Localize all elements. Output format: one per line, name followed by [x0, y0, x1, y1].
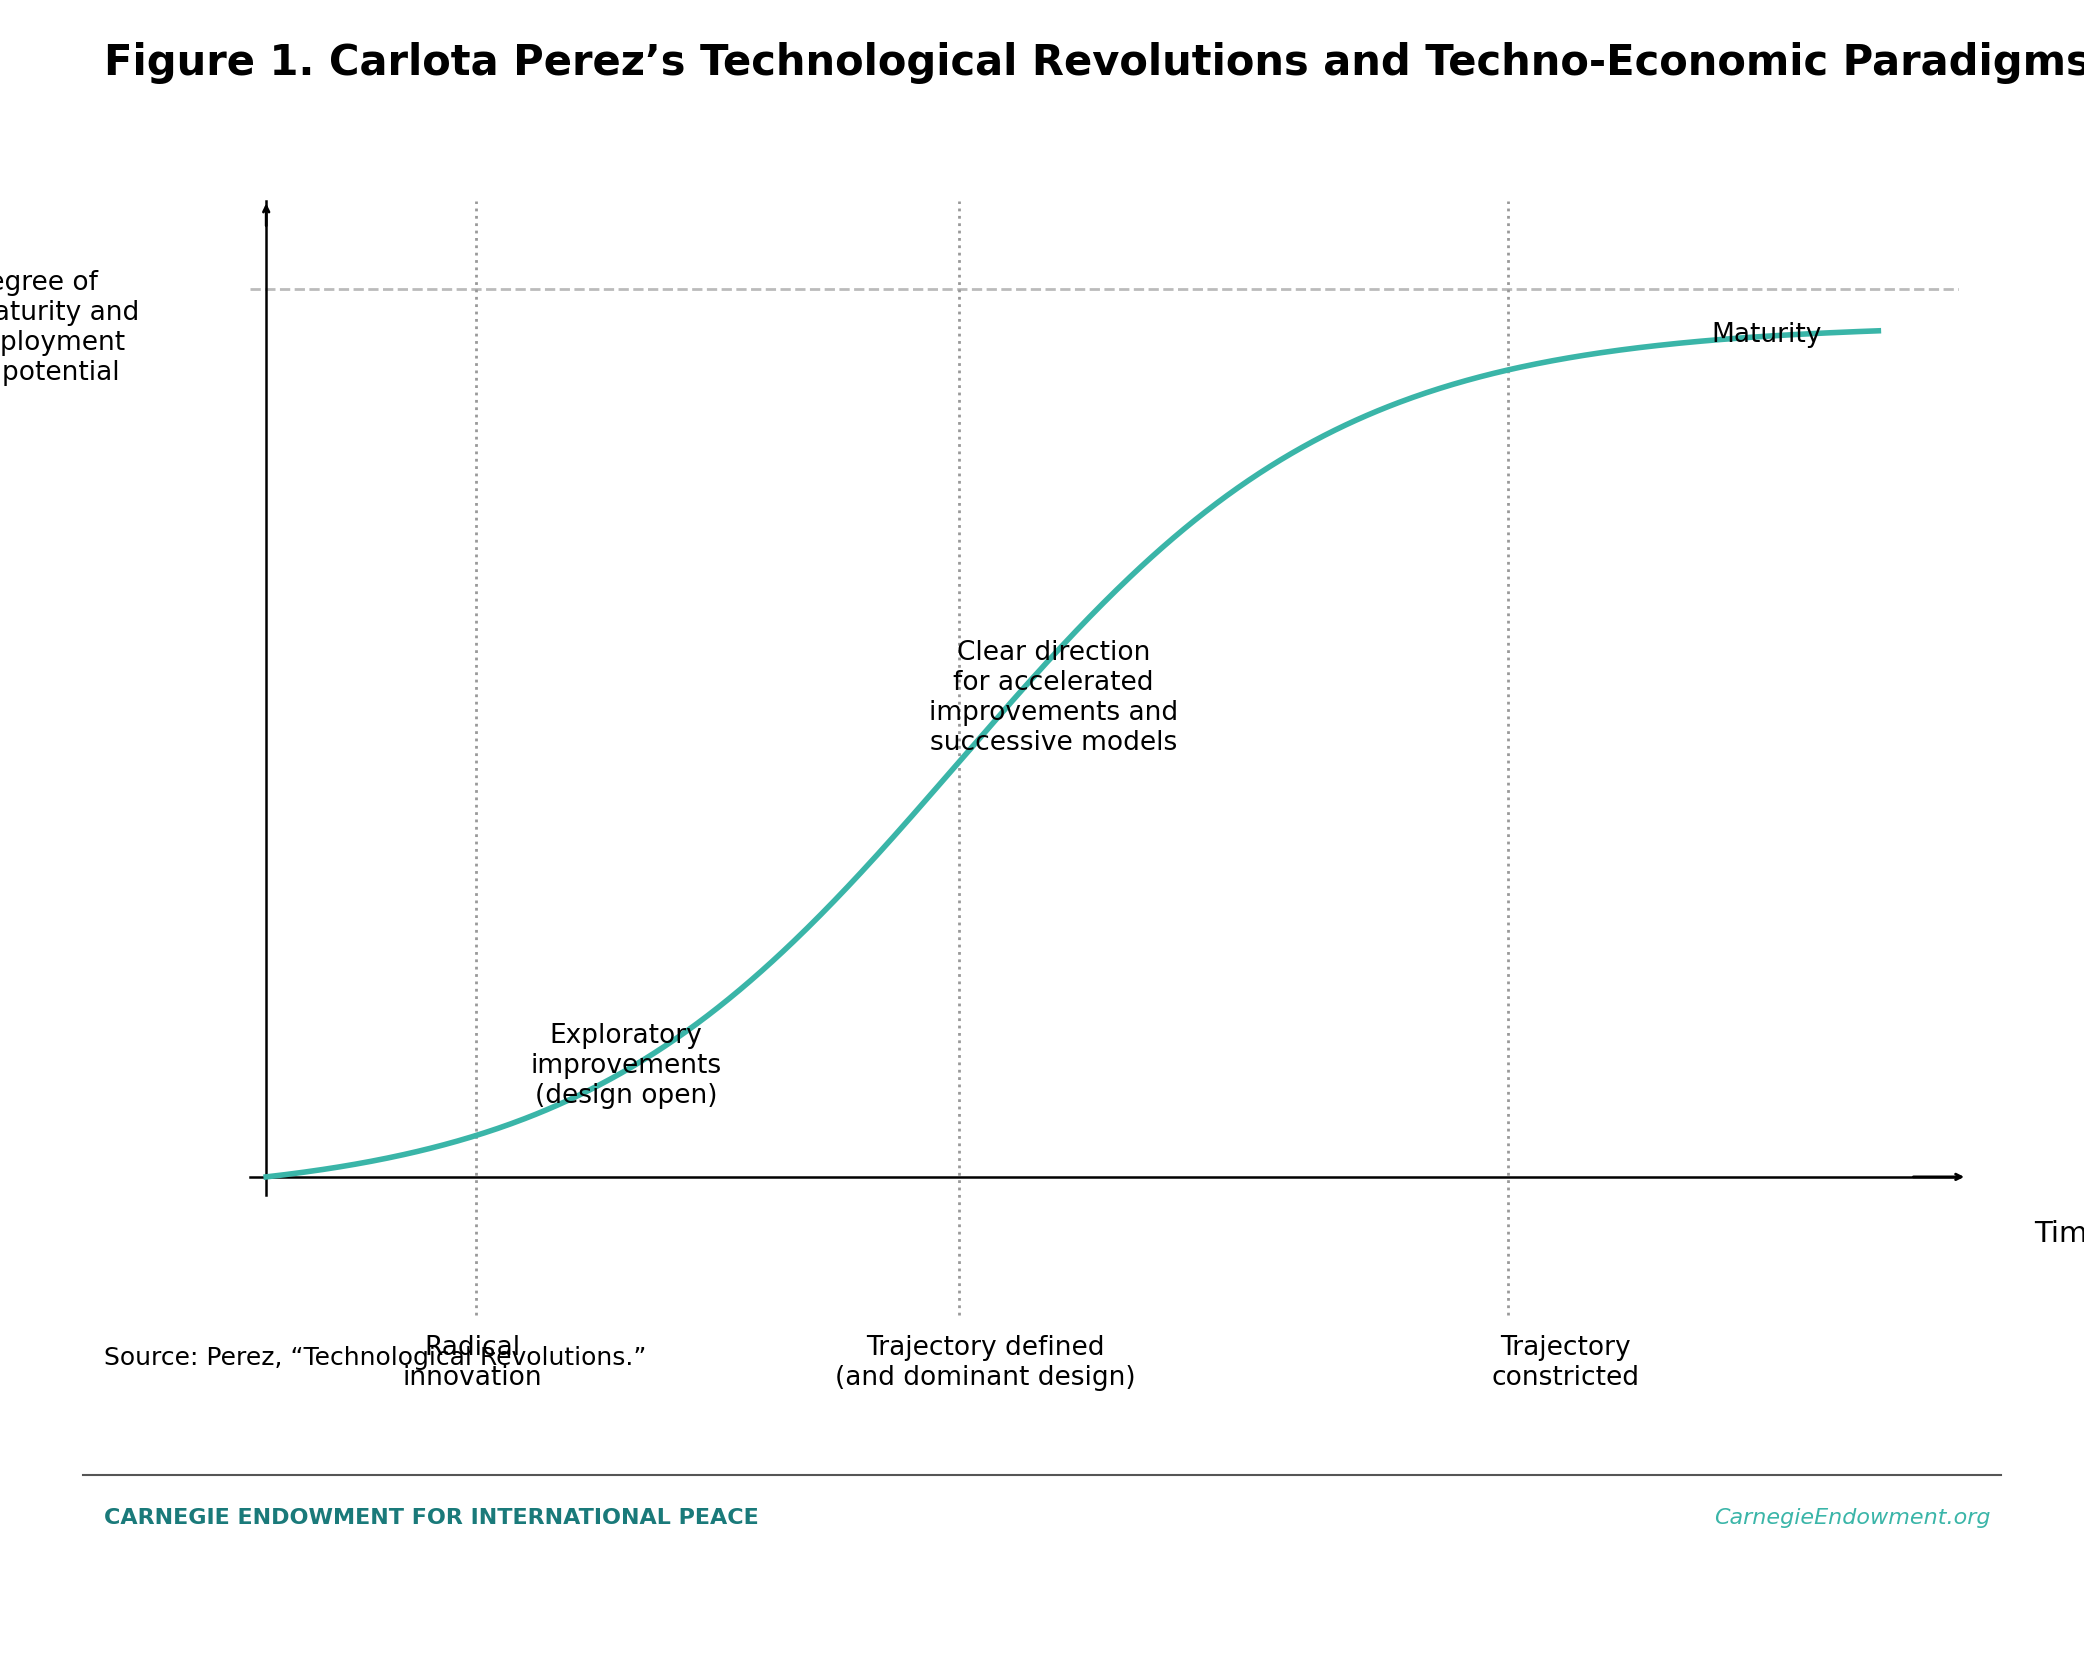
Text: Trajectory defined
(and dominant design): Trajectory defined (and dominant design) [834, 1334, 1136, 1391]
Text: Time: Time [2034, 1221, 2084, 1249]
Text: Exploratory
improvements
(design open): Exploratory improvements (design open) [531, 1023, 721, 1109]
Text: Clear direction
for accelerated
improvements and
successive models: Clear direction for accelerated improvem… [929, 640, 1177, 756]
Text: CarnegieEndowment.org: CarnegieEndowment.org [1713, 1508, 1990, 1528]
Text: Source: Perez, “Technological Revolutions.”: Source: Perez, “Technological Revolution… [104, 1346, 646, 1369]
Text: Trajectory
constricted: Trajectory constricted [1492, 1334, 1640, 1391]
Text: Radical
innovation: Radical innovation [402, 1334, 542, 1391]
Text: Maturity: Maturity [1711, 323, 1821, 348]
Text: Degree of
maturity and
deployment
of potential: Degree of maturity and deployment of pot… [0, 271, 140, 386]
Text: Figure 1. Carlota Perez’s Technological Revolutions and Techno-Economic Paradigm: Figure 1. Carlota Perez’s Technological … [104, 42, 2084, 84]
Text: CARNEGIE ENDOWMENT FOR INTERNATIONAL PEACE: CARNEGIE ENDOWMENT FOR INTERNATIONAL PEA… [104, 1508, 759, 1528]
